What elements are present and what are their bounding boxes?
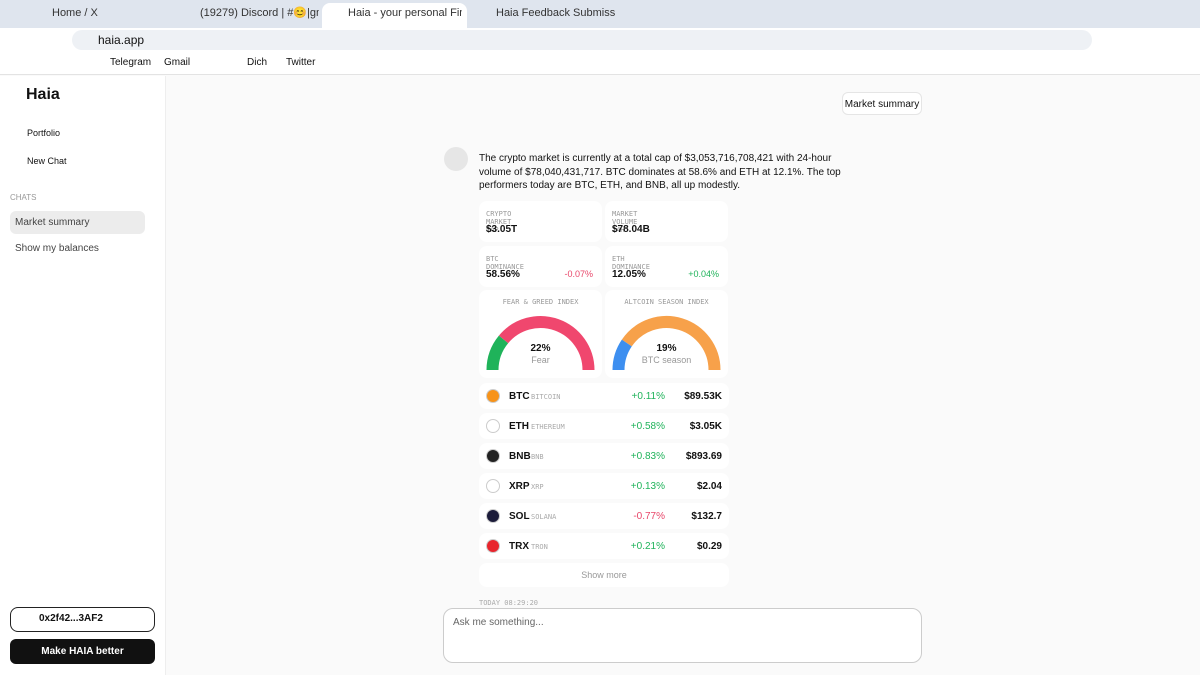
bookmark[interactable]: Telegram [110,57,152,68]
coin-name: ETHEREUM [531,423,565,431]
tab[interactable]: Home / X [52,7,98,19]
address-bar[interactable] [72,30,1092,50]
coin-change: +0.21% [630,541,665,552]
show-more[interactable]: Show more [479,563,729,587]
reply-text: The crypto market is currently at a tota… [479,153,841,191]
coin-row [479,443,729,469]
coin-price: $89.53K [684,391,722,402]
url: haia.app [98,33,145,47]
coin-name: BNB [531,453,544,461]
tab[interactable]: Haia Feedback Submission [496,7,615,19]
stat-label: ETH DOMINANCE [612,255,650,271]
gauge-caption: Fear [531,355,550,365]
coin-price: $3.05K [689,421,722,432]
coin-row [479,533,729,559]
feedback-button[interactable]: Make HAIA better [10,639,155,664]
coin-change: -0.77% [633,511,665,522]
coin-icon [486,389,500,403]
section-label: CHATS [10,193,37,202]
tab[interactable]: (19279) Discord | #😊|gm_gn [200,7,319,19]
tab-bar [0,0,1200,28]
coin-symbol: TRX [509,541,529,552]
coin-change: +0.11% [631,391,665,402]
gauge [486,316,595,371]
user-message: Market summary [842,92,922,115]
coin-change: +0.13% [630,481,665,492]
coin-symbol: XRP [509,481,530,492]
input-placeholder: Ask me something... [453,617,544,628]
chat-item[interactable]: Market summary [15,217,90,228]
coin-change: +0.58% [630,421,665,432]
coin-price: $893.69 [685,451,722,462]
timestamp: TODAY 08:29:20 [479,599,539,607]
gauge-title: ALTCOIN SEASON INDEX [624,298,709,306]
coin-icon [486,419,500,433]
stat-card [479,201,602,242]
stat-label: CRYPTO MARKET CAP [486,210,512,234]
coin-change: +0.83% [630,451,665,462]
bookmark[interactable]: Dich [247,57,268,68]
chat-item[interactable]: Show my balances [15,243,99,254]
coin-symbol: SOL [509,511,530,522]
coin-symbol: ETH [509,421,529,432]
coin-symbol: BNB [509,451,531,462]
stat-change: +0.04% [688,269,719,279]
gauge-title: FEAR & GREED INDEX [502,298,579,306]
coin-icon [486,449,500,463]
stat-card [605,201,728,242]
stat-card [605,246,728,287]
gauge-value-label: 19% [656,343,677,354]
wallet-button[interactable]: 0x2f42...3AF2 [10,607,155,632]
gauge-value [486,335,509,371]
coin-row [479,473,729,499]
coin-icon [486,539,500,553]
active-tab-bg [322,3,467,28]
input-box[interactable] [443,608,922,663]
stat-label: MARKET VOLUME 24H [612,210,638,234]
coin-name: BITCOIN [531,393,561,401]
coin-price: $0.29 [696,541,722,552]
gauge-track [498,316,595,371]
nav-item[interactable]: Portfolio [27,128,61,138]
stat-label: BTC DOMINANCE [486,255,524,271]
gauge-track [621,316,721,371]
bookmark[interactable]: Gmail [164,57,191,68]
coin-row [479,503,729,529]
coin-row [479,383,729,409]
gauge-card [605,290,728,378]
coin-icon [486,479,500,493]
coin-row [479,413,729,439]
gauge-value [612,339,632,371]
stat-value: 12.05% [612,269,646,280]
stat-card [479,246,602,287]
coin-name: TRON [531,543,548,551]
bookmark[interactable]: Twitter [286,57,316,68]
coin-price: $132.7 [691,511,722,522]
gauge-card [479,290,602,378]
coin-name: SOLANA [531,513,557,521]
tab[interactable]: Haia - your personal Finance O [348,7,462,19]
coin-symbol: BTC [509,391,530,402]
coin-price: $2.04 [696,481,722,492]
stat-value: $78.04B [612,224,650,235]
gauge-value-label: 22% [530,343,551,354]
chat-selected [10,211,145,234]
stat-change: -0.07% [564,269,593,279]
avatar [444,147,468,171]
gauge [612,316,721,371]
stat-value: 58.56% [486,269,520,280]
coin-icon [486,509,500,523]
gauge-caption: BTC season [641,355,692,365]
sidebar [0,76,166,675]
stat-value: $3.05T [486,224,518,235]
logo[interactable]: Haia [26,86,60,103]
coin-name: XRP [531,483,544,491]
nav-item[interactable]: New Chat [27,156,67,166]
